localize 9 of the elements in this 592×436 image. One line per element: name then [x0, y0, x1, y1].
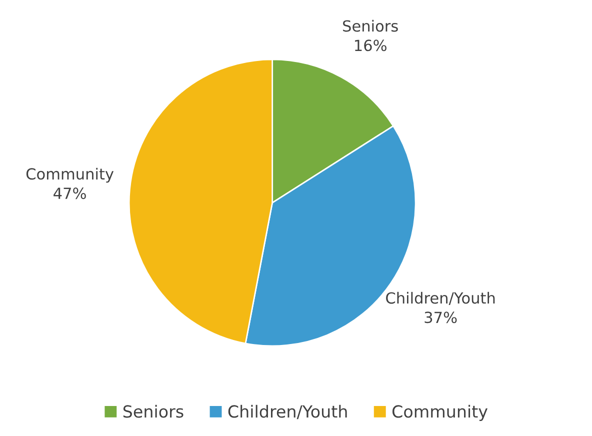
slice-label: Seniors — [343, 20, 398, 32]
legend-label: Children/Youth — [228, 404, 347, 420]
slice-label: Community — [26, 168, 114, 183]
legend-label: Community — [392, 404, 488, 421]
data-label: 37% — [424, 312, 457, 324]
data-label: 16% — [355, 40, 386, 52]
data-label: 47% — [54, 188, 86, 200]
slice-label: Children/Youth — [386, 292, 495, 305]
legend-label: Seniors — [123, 404, 184, 418]
